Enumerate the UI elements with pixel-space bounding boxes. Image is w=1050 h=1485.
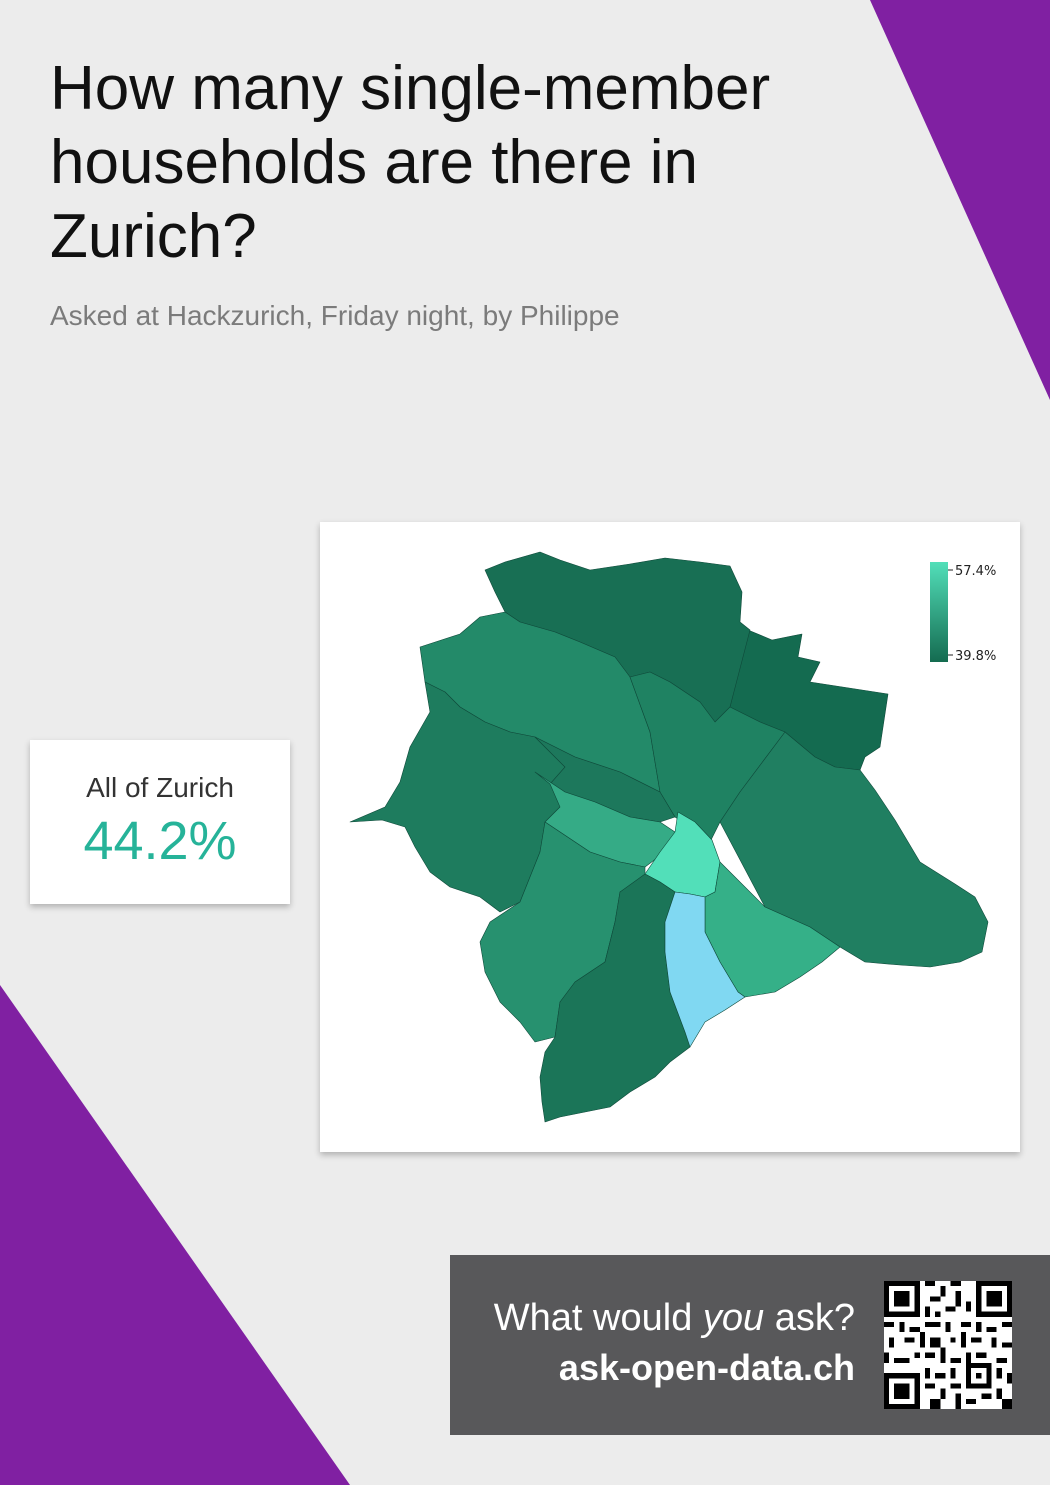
zurich-district-map: 57.4% 39.8% [349,551,996,1123]
cta-question: What would you ask? [494,1297,855,1340]
top-right-purple-shape [870,0,1050,400]
bottom-left-purple-shape [0,985,350,1485]
cta-website-link[interactable]: ask-open-data.ch [558,1347,855,1388]
page-title: How many single-member households are th… [50,54,771,271]
summary-card: All of Zurich 44.2% [30,740,290,904]
cta-question-prefix: What would [493,1297,703,1339]
qr-code-icon[interactable] [884,1281,1012,1409]
summary-label: All of Zurich [86,772,234,803]
legend-max-label: 57.4% [955,564,996,579]
lake-zurich [664,891,746,1048]
page-subtitle: Asked at Hackzurich, Friday night, by Ph… [50,300,620,331]
cta-question-suffix: ask? [764,1297,855,1339]
choropleth-map-card: 57.4% 39.8% [320,522,1020,1152]
legend-color-scale [930,562,948,662]
cta-question-emphasis: you [702,1297,765,1339]
summary-value: 44.2% [83,811,237,871]
call-to-action-box: What would you ask? ask-open-data.ch [450,1255,1050,1435]
legend-min-label: 39.8% [955,649,996,664]
